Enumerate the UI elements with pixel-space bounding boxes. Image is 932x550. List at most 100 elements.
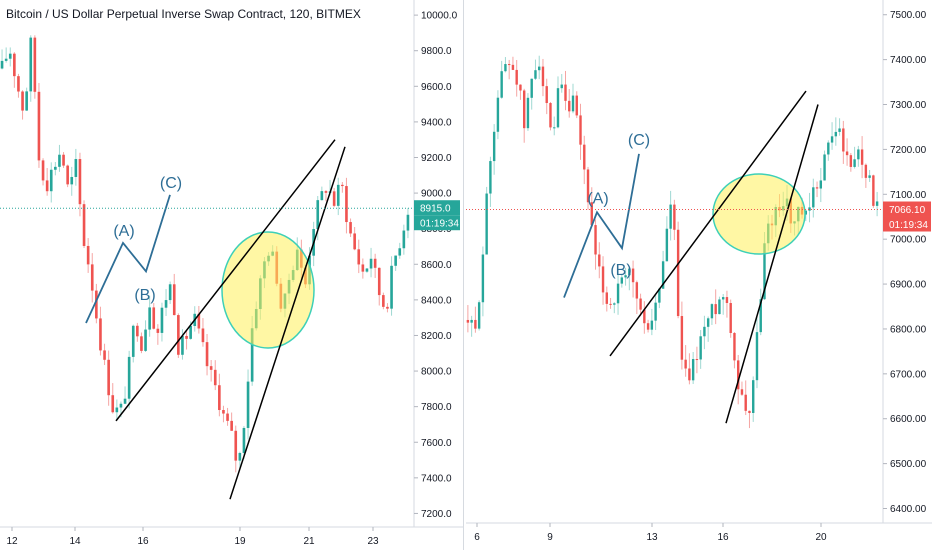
candle-body <box>496 97 500 132</box>
candle-body <box>684 359 687 369</box>
y-tick-label: 7800.0 <box>421 402 452 413</box>
candle-body <box>382 295 385 307</box>
y-tick-label: 7400.00 <box>890 55 927 66</box>
x-tick-label: 23 <box>367 536 379 547</box>
candle-body <box>658 288 661 303</box>
candle-body <box>752 380 755 413</box>
candle-body <box>4 58 8 61</box>
candle-body <box>737 360 740 390</box>
candle-body <box>564 84 567 101</box>
candle-body <box>553 127 556 129</box>
candle-body <box>556 88 560 128</box>
candle-body <box>131 325 135 357</box>
candle-body <box>95 290 98 319</box>
candle-body <box>646 323 650 330</box>
chart-panel-right[interactable]: 7500.00 7400.00 7300.00 7200.00 7100.00 7000.… <box>466 0 932 550</box>
y-tick-label: 7600.0 <box>421 438 452 449</box>
y-tick-label: 9000.0 <box>421 189 452 200</box>
candle-body <box>369 258 373 269</box>
y-tick-label: 7200.0 <box>421 509 452 520</box>
candle-body <box>695 359 699 361</box>
candle-body <box>808 207 811 211</box>
candle-body <box>402 230 406 249</box>
candle-body <box>804 210 807 215</box>
candle-body <box>222 410 225 414</box>
candle-body <box>398 248 402 256</box>
candle-body <box>470 319 473 323</box>
candle-body <box>111 395 115 413</box>
candle-body <box>549 103 552 128</box>
candle-body <box>90 264 94 291</box>
x-tick-label: 20 <box>815 532 827 543</box>
x-tick-label: 12 <box>6 536 18 547</box>
candle-body <box>373 258 377 268</box>
candle-body <box>103 350 106 360</box>
last-price-label: 7066.10 <box>889 205 926 216</box>
candle-body <box>218 385 221 411</box>
candle-body <box>650 320 654 330</box>
candle-body <box>168 284 172 301</box>
candle-body <box>744 394 747 411</box>
candle-body <box>519 84 522 91</box>
candle-body <box>74 159 78 177</box>
candle-body <box>152 307 156 329</box>
candle-body <box>394 255 397 266</box>
x-tick-label: 21 <box>303 536 315 547</box>
candle-body <box>725 297 729 304</box>
candle-body <box>17 76 20 92</box>
candle-body <box>838 128 841 132</box>
x-tick-label: 14 <box>69 536 81 547</box>
candle-body <box>341 184 344 187</box>
y-tick-label: 7400.0 <box>421 473 452 484</box>
candle-body <box>474 319 477 329</box>
candle-body <box>242 427 246 453</box>
candle-body <box>522 90 526 129</box>
candle-body <box>718 299 721 315</box>
candlestick-chart-left[interactable]: 10000.09800.09600.09400.09200.09000.0880… <box>0 0 463 550</box>
candle-body <box>336 184 340 206</box>
candle-body <box>62 154 65 166</box>
candle-body <box>594 225 597 255</box>
candle-body <box>78 159 82 205</box>
candle-body <box>197 313 201 329</box>
wave-label: (C) <box>628 132 650 149</box>
last-price-tag <box>883 201 931 217</box>
candle-body <box>860 149 864 165</box>
candle-body <box>123 398 127 404</box>
countdown-tag <box>414 215 460 231</box>
candle-body <box>628 268 631 276</box>
wave-label: (A) <box>113 223 134 240</box>
candle-body <box>834 131 838 137</box>
candle-body <box>13 53 16 77</box>
candle-body <box>703 326 706 337</box>
candle-body <box>181 335 184 355</box>
candle-body <box>41 160 45 181</box>
x-tick-label: 19 <box>234 536 246 547</box>
candle-body <box>571 95 575 112</box>
chart-panel-left[interactable]: 10000.09800.09600.09400.09200.09000.0880… <box>0 0 464 550</box>
x-tick-label: 9 <box>547 532 553 543</box>
trend-line-lower <box>609 90 807 357</box>
chart-title: Bitcoin / US Dollar Perpetual Inverse Sw… <box>6 7 361 21</box>
wave-label: (C) <box>160 175 182 192</box>
wave-label: (B) <box>134 287 155 304</box>
last-price-tag <box>414 200 460 216</box>
candle-body <box>631 268 635 283</box>
y-tick-label: 7200.00 <box>890 145 927 156</box>
candle-body <box>238 452 242 461</box>
candle-body <box>714 304 717 315</box>
candle-body <box>590 202 593 226</box>
candle-body <box>250 328 254 382</box>
candle-body <box>526 97 530 129</box>
candle-body <box>58 154 61 167</box>
candlestick-chart-right[interactable]: 7500.00 7400.00 7300.00 7200.00 7100.00 7000.… <box>466 0 932 550</box>
candle-body <box>156 328 160 333</box>
candle-body <box>511 64 515 70</box>
trend-line-lower <box>115 139 336 422</box>
candle-body <box>755 332 759 381</box>
candle-body <box>160 307 164 333</box>
candle-body <box>688 368 691 381</box>
candle-body <box>177 315 180 355</box>
candle-body <box>575 95 578 116</box>
candle-body <box>849 155 853 167</box>
